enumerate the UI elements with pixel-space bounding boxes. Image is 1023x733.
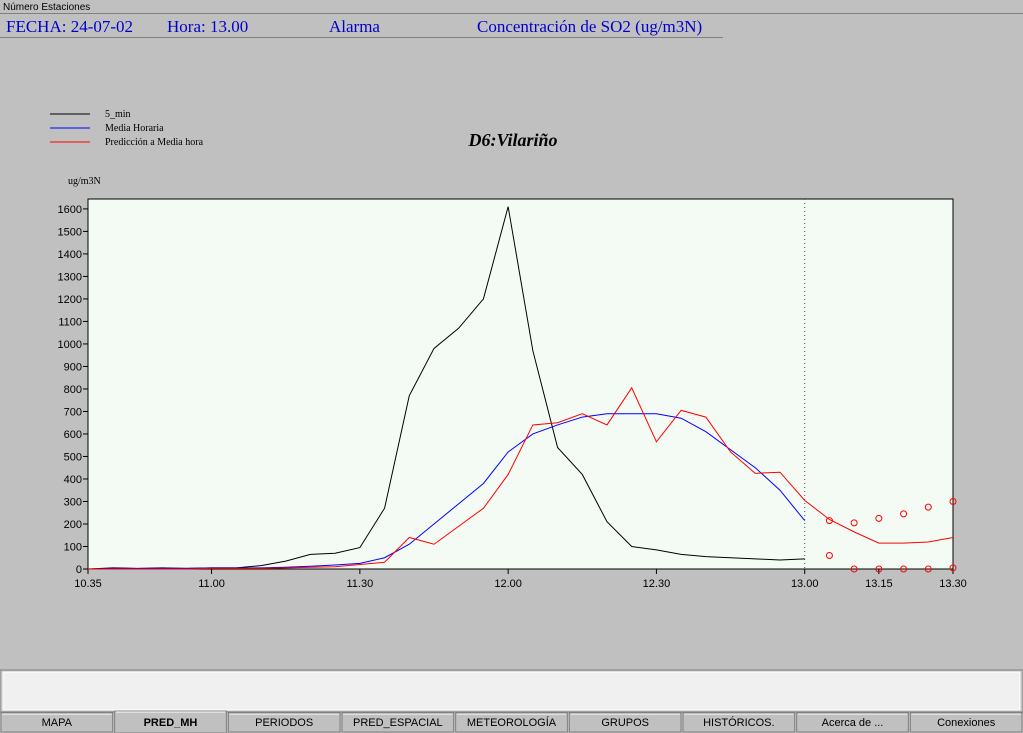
y-tick-label: 1200	[58, 294, 82, 306]
y-tick-label: 900	[64, 361, 82, 373]
legend-label: Predicción a Media hora	[105, 137, 204, 148]
chart-title: D6:Vilariño	[467, 130, 557, 150]
prediction-marker	[825, 551, 833, 559]
y-tick-label: 200	[64, 519, 82, 531]
hora: Hora: 13.00	[167, 17, 248, 36]
alarma[interactable]: Alarma	[329, 17, 380, 36]
prediction-marker	[875, 514, 883, 522]
tab-label[interactable]: Acerca de ...	[822, 717, 884, 729]
x-tick-label: 13.15	[865, 578, 893, 590]
tab-label[interactable]: Conexiones	[937, 717, 996, 729]
tab[interactable]	[227, 712, 341, 733]
plot-area	[87, 198, 954, 570]
legend-label: 5_min	[105, 109, 131, 120]
y-tick-label: 400	[64, 474, 82, 486]
tab-label[interactable]: GRUPOS	[601, 717, 649, 729]
y-tick-label: 1500	[58, 226, 82, 238]
tab[interactable]	[341, 712, 455, 733]
prediction-marker	[949, 564, 957, 572]
y-tick-label: 500	[64, 451, 82, 463]
x-tick-label: 13.00	[791, 578, 819, 590]
tab-label[interactable]: PERIODOS	[255, 717, 313, 729]
tab-label[interactable]: METEOROLOGÍA	[467, 716, 557, 729]
prediction-marker	[924, 503, 932, 511]
tab[interactable]	[796, 712, 909, 733]
x-tick-label: 12.00	[494, 578, 522, 590]
x-tick-label: 13.30	[939, 578, 967, 590]
y-tick-label: 700	[64, 406, 82, 418]
concentracion: Concentración de SO2 (ug/m3N)	[477, 17, 702, 36]
y-tick-label: 1400	[58, 249, 82, 261]
window-title: Número Estaciones	[3, 2, 90, 13]
prediction-marker	[850, 519, 858, 527]
title-bar	[0, 0, 1023, 13]
x-tick-label: 12.30	[643, 578, 671, 590]
x-tick-label: 11.30	[346, 578, 373, 590]
y-tick-label: 300	[64, 496, 82, 508]
tab-label[interactable]: HISTÓRICOS.	[703, 716, 775, 729]
y-axis-label: ug/m3N	[68, 176, 101, 187]
prediction-marker	[900, 510, 908, 518]
y-tick-label: 1100	[58, 316, 82, 328]
y-tick-label: 1600	[58, 204, 82, 216]
tab-label[interactable]: PRED_ESPACIAL	[353, 717, 443, 729]
x-tick-label: 11.00	[198, 578, 225, 590]
prediction-marker	[850, 565, 858, 573]
y-tick-label: 0	[76, 564, 82, 576]
tab[interactable]	[114, 710, 227, 733]
fecha: FECHA: 24-07-02	[6, 17, 133, 36]
y-tick-label: 800	[64, 384, 82, 396]
tab-label[interactable]: MAPA	[42, 717, 73, 729]
y-tick-label: 1000	[58, 339, 82, 351]
tab[interactable]	[455, 712, 568, 733]
prediction-marker	[825, 517, 833, 525]
prediction-marker	[924, 565, 932, 573]
series-line	[88, 386, 954, 570]
legend-label: Media Horaria	[105, 123, 164, 134]
tab[interactable]	[0, 712, 114, 733]
tab[interactable]	[909, 712, 1023, 733]
y-tick-label: 100	[64, 541, 82, 553]
y-tick-label: 600	[64, 429, 82, 441]
status-field	[2, 671, 1021, 711]
prediction-marker	[949, 497, 957, 505]
prediction-marker	[900, 565, 908, 573]
x-tick-label: 10.35	[74, 578, 102, 590]
tab-label[interactable]: PRED_MH	[144, 717, 198, 729]
tab[interactable]	[568, 712, 682, 733]
prediction-marker	[875, 565, 883, 573]
y-tick-label: 1300	[58, 271, 82, 283]
tab[interactable]	[682, 712, 796, 733]
